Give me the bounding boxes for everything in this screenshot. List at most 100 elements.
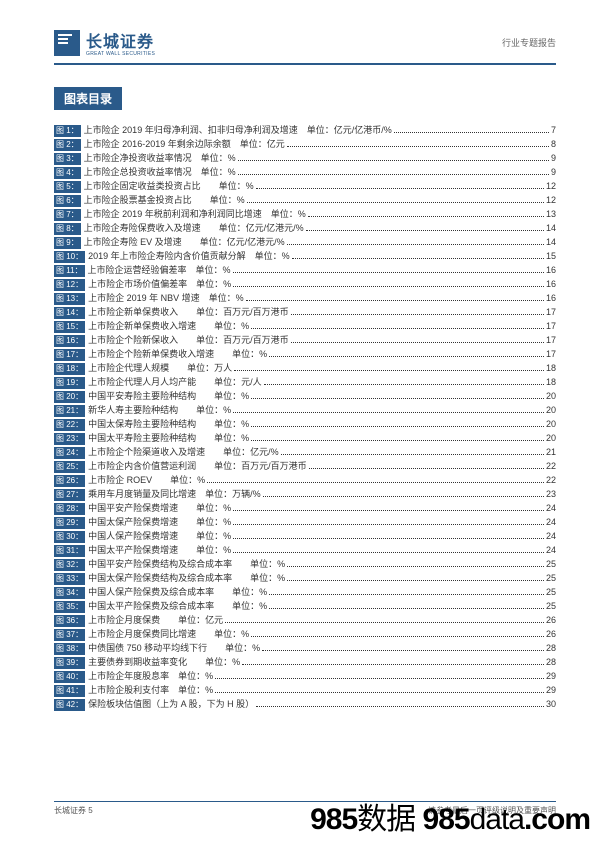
- toc-page-number: 24: [546, 516, 556, 530]
- toc-leader-dots: [238, 160, 549, 161]
- toc-figure-tag: 图 35：: [54, 601, 85, 613]
- toc-figure-tag: 图 22：: [54, 419, 85, 431]
- toc-row: 图 30：中国人保产险保费增速 单位：%24: [54, 530, 556, 544]
- toc-leader-dots: [233, 510, 544, 511]
- toc-figure-tag: 图 36：: [54, 615, 85, 627]
- toc-title: 上市险企新单保费收入增速 单位：%: [88, 320, 249, 334]
- toc-title: 中国太保产险保费结构及综合成本率 单位：%: [88, 572, 285, 586]
- toc-figure-tag: 图 12：: [54, 279, 85, 291]
- toc-title: 上市险企寿险 EV 及增速 单位：亿元/亿港元/%: [84, 236, 285, 250]
- toc-leader-dots: [233, 552, 544, 553]
- header-right-label: 行业专题报告: [502, 36, 556, 49]
- toc-figure-tag: 图 7：: [54, 209, 81, 221]
- toc-figure-tag: 图 34：: [54, 587, 85, 599]
- toc-title: 上市险企寿险保费收入及增速 单位：亿元/亿港元/%: [84, 222, 304, 236]
- header-rule: [54, 63, 556, 65]
- toc-leader-dots: [256, 188, 544, 189]
- toc-title: 上市险企个险新保收入 单位：百万元/百万港币: [88, 334, 289, 348]
- logo-icon: [54, 30, 80, 56]
- toc-row: 图 23：中国太平寿险主要险种结构 单位：%20: [54, 432, 556, 446]
- toc-leader-dots: [207, 482, 544, 483]
- toc-row: 图 10：2019 年上市险企寿险内含价值贡献分解 单位：%15: [54, 250, 556, 264]
- toc-leader-dots: [269, 594, 544, 595]
- toc-title: 中国人保产险保费增速 单位：%: [88, 530, 231, 544]
- toc-row: 图 22：中国太保寿险主要险种结构 单位：%20: [54, 418, 556, 432]
- toc-page-number: 18: [546, 362, 556, 376]
- toc-row: 图 20：中国平安寿险主要险种结构 单位：%20: [54, 390, 556, 404]
- toc-leader-dots: [251, 398, 544, 399]
- toc-figure-tag: 图 31：: [54, 545, 85, 557]
- toc-row: 图 31：中国太平产险保费增速 单位：%24: [54, 544, 556, 558]
- toc-row: 图 14：上市险企新单保费收入 单位：百万元/百万港币17: [54, 306, 556, 320]
- toc-title: 中国太平产险保费及综合成本率 单位：%: [88, 600, 267, 614]
- toc-page-number: 26: [546, 628, 556, 642]
- toc-row: 图 32：中国平安产险保费结构及综合成本率 单位：%25: [54, 558, 556, 572]
- toc-title: 上市险企 2019 年归母净利润、扣非归母净利润及增速 单位：亿元/亿港币/%: [84, 124, 392, 138]
- toc-page-number: 24: [546, 530, 556, 544]
- toc-title: 中国太平寿险主要险种结构 单位：%: [88, 432, 249, 446]
- toc-figure-tag: 图 23：: [54, 433, 85, 445]
- toc-leader-dots: [234, 370, 544, 371]
- toc-leader-dots: [264, 384, 544, 385]
- toc-title: 中国太保寿险主要险种结构 单位：%: [88, 418, 249, 432]
- toc-title: 上市险企 ROEV 单位：%: [88, 474, 205, 488]
- toc-page-number: 15: [546, 250, 556, 264]
- toc-page-number: 16: [546, 292, 556, 306]
- toc-title: 上市险企 2016-2019 年剩余边际余额 单位：亿元: [84, 138, 285, 152]
- toc-row: 图 33：中国太保产险保费结构及综合成本率 单位：%25: [54, 572, 556, 586]
- toc-title: 上市险企 2019 年税前利润和净利润同比增速 单位：%: [84, 208, 306, 222]
- toc-leader-dots: [308, 216, 544, 217]
- toc-page-number: 25: [546, 600, 556, 614]
- toc-row: 图 7：上市险企 2019 年税前利润和净利润同比增速 单位：% 13: [54, 208, 556, 222]
- watermark: 985数据 985data.com: [310, 794, 590, 838]
- toc-row: 图 25：上市险企内含价值营运利润 单位：百万元/百万港币22: [54, 460, 556, 474]
- toc-row: 图 12：上市险企市场价值偏差率 单位：%16: [54, 278, 556, 292]
- toc-title: 上市险企固定收益类投资占比 单位：%: [84, 180, 254, 194]
- toc-row: 图 21：新华人寿主要险种结构 单位：%20: [54, 404, 556, 418]
- toc-row: 图 1：上市险企 2019 年归母净利润、扣非归母净利润及增速 单位：亿元/亿港…: [54, 124, 556, 138]
- toc-page-number: 20: [546, 390, 556, 404]
- toc-row: 图 2：上市险企 2016-2019 年剩余边际余额 单位：亿元 8: [54, 138, 556, 152]
- toc-title: 上市险企股票基金投资占比 单位：%: [84, 194, 245, 208]
- toc-page-number: 8: [551, 138, 556, 152]
- toc-row: 图 37：上市险企月度保费同比增速 单位：%26: [54, 628, 556, 642]
- toc-page-number: 20: [546, 404, 556, 418]
- toc-figure-tag: 图 38：: [54, 643, 85, 655]
- toc-leader-dots: [292, 258, 544, 259]
- toc-figure-tag: 图 2：: [54, 139, 81, 151]
- toc-page-number: 28: [546, 656, 556, 670]
- toc-figure-tag: 图 39：: [54, 657, 85, 669]
- toc-figure-tag: 图 26：: [54, 475, 85, 487]
- toc-row: 图 35：中国太平产险保费及综合成本率 单位：% 25: [54, 600, 556, 614]
- logo-text-en: GREAT WALL SECURITIES: [86, 51, 155, 57]
- toc-title: 上市险企月度保费 单位：亿元: [88, 614, 223, 628]
- toc-figure-tag: 图 4：: [54, 167, 81, 179]
- toc-figure-tag: 图 24：: [54, 447, 85, 459]
- toc-page-number: 22: [546, 460, 556, 474]
- toc-title: 中国平安产险保费增速 单位：%: [88, 502, 231, 516]
- toc-title: 上市险企市场价值偏差率 单位：%: [88, 278, 231, 292]
- toc-leader-dots: [242, 664, 544, 665]
- toc-title: 中国平安寿险主要险种结构 单位：%: [88, 390, 249, 404]
- toc-leader-dots: [251, 328, 544, 329]
- toc-title: 上市险企代理人月人均产能 单位：元/人: [88, 376, 262, 390]
- toc-leader-dots: [263, 496, 544, 497]
- toc-leader-dots: [247, 202, 544, 203]
- toc-title: 上市险企代理人规模 单位：万人: [88, 362, 232, 376]
- toc-row: 图 18：上市险企代理人规模 单位：万人18: [54, 362, 556, 376]
- toc-figure-tag: 图 3：: [54, 153, 81, 165]
- toc-leader-dots: [233, 272, 544, 273]
- toc-figure-tag: 图 8：: [54, 223, 81, 235]
- toc-leader-dots: [215, 692, 544, 693]
- toc-row: 图 38：中债国债 750 移动平均线下行 单位：%28: [54, 642, 556, 656]
- toc-page-number: 13: [546, 208, 556, 222]
- toc-title: 上市险企个险渠道收入及增速 单位：亿元/%: [88, 446, 279, 460]
- toc-page-number: 22: [546, 474, 556, 488]
- toc-leader-dots: [269, 356, 544, 357]
- page-header: 长城证券 GREAT WALL SECURITIES 行业专题报告: [54, 28, 556, 57]
- toc-leader-dots: [225, 622, 544, 623]
- toc-title: 上市险企 2019 年 NBV 增速 单位：%: [88, 292, 244, 306]
- toc-leader-dots: [269, 608, 544, 609]
- toc-figure-tag: 图 21：: [54, 405, 85, 417]
- toc-title: 上市险企总投资收益率情况 单位：%: [84, 166, 236, 180]
